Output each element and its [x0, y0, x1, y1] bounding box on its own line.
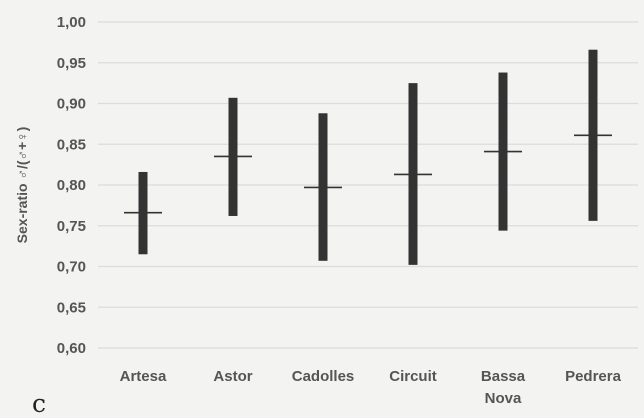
x-category-label: Astor [213, 368, 252, 385]
y-tick-label: 1,00 [57, 14, 86, 31]
y-axis-ticks: 0,60 0,65 0,70 0,75 0,80 0,85 0,90 0,95 1,00 [57, 14, 86, 357]
x-category-label: Bassa Nova [481, 368, 526, 407]
range-bars [124, 49, 612, 265]
x-axis-categories: Artesa Astor Cadolles Circuit Bassa Nova Pedre… [120, 368, 622, 407]
y-tick-label: 0,95 [57, 55, 86, 72]
x-category-label: Artesa [120, 368, 167, 385]
panel-label: c [32, 389, 46, 418]
x-category-label: Cadolles [292, 368, 355, 385]
y-tick-label: 0,70 [57, 259, 86, 276]
x-category-label: Pedrera [565, 368, 622, 385]
y-tick-label: 0,80 [57, 177, 86, 194]
x-category-label: Circuit [389, 368, 437, 385]
grid-lines [98, 21, 638, 349]
y-tick-label: 0,65 [57, 299, 86, 316]
y-tick-label: 0,75 [57, 218, 86, 235]
y-tick-label: 0,85 [57, 136, 86, 153]
y-axis-label: Sex-ratio ♂/(♂+♀) [14, 127, 30, 244]
y-tick-label: 0,90 [57, 96, 86, 113]
y-tick-label: 0,60 [57, 340, 86, 357]
